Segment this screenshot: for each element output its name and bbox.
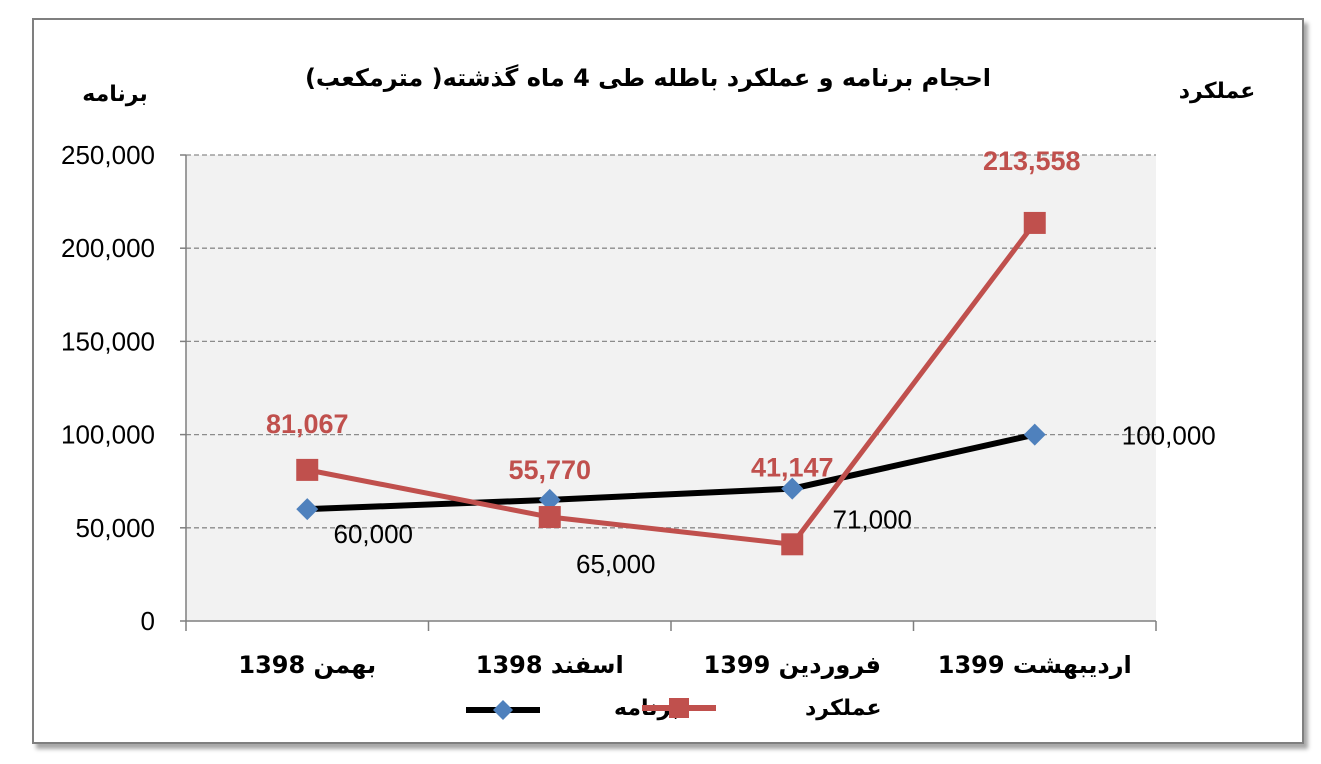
actual-marker bbox=[538, 506, 561, 529]
plan-marker bbox=[781, 477, 804, 500]
gridlines bbox=[180, 154, 1156, 622]
plot-area bbox=[186, 155, 1156, 621]
x-category-labels: بهمن 1398 اسفند 1398 فروردین 1399 اردیبهشت … bbox=[185, 621, 1157, 679]
y-tick-label: 0 bbox=[141, 606, 155, 636]
plan-marker bbox=[538, 488, 561, 511]
plan-series-line bbox=[307, 431, 1036, 513]
actual-data-label: 213,558 bbox=[983, 146, 1081, 176]
data-labels: 60,000 65,000 71,000 100,000 81,067 55,770 41,… bbox=[266, 146, 1216, 579]
plan-data-label: 60,000 bbox=[333, 519, 413, 549]
chart-title: احجام برنامه و عملکرد باطله طی 4 ماه گذش… bbox=[305, 64, 991, 92]
y-tick-label: 200,000 bbox=[61, 233, 155, 263]
legend-item-actual: عملکرد bbox=[642, 696, 882, 721]
legend-plan-marker bbox=[493, 700, 513, 720]
legend-actual-marker bbox=[669, 698, 689, 718]
actual-data-label: 55,770 bbox=[508, 455, 591, 485]
actual-series-line bbox=[306, 221, 1037, 547]
y-axis-title-left: برنامه bbox=[82, 82, 147, 107]
y-tick-label: 100,000 bbox=[61, 420, 155, 450]
x-category-label: اسفند 1398 bbox=[476, 651, 624, 679]
x-category-label: بهمن 1398 bbox=[238, 651, 376, 679]
plan-data-label: 71,000 bbox=[832, 505, 912, 535]
plan-data-label: 100,000 bbox=[1122, 421, 1216, 451]
plan-marker bbox=[296, 498, 319, 521]
y-tick-label: 250,000 bbox=[61, 140, 155, 170]
y-tick-labels: 250,000 200,000 150,000 100,000 50,000 0 bbox=[61, 140, 155, 636]
actual-data-label: 81,067 bbox=[266, 409, 349, 439]
x-category-label: اردیبهشت 1399 bbox=[938, 651, 1132, 679]
series bbox=[296, 211, 1046, 556]
actual-marker bbox=[1023, 211, 1046, 234]
plan-data-label: 65,000 bbox=[576, 549, 656, 579]
plan-marker bbox=[1023, 423, 1046, 446]
y-axis-title-right: عملکرد bbox=[1179, 79, 1256, 104]
legend: برنامه عملکرد bbox=[466, 696, 882, 721]
x-category-label: فروردین 1399 bbox=[704, 651, 881, 679]
actual-marker bbox=[781, 533, 804, 556]
y-tick-label: 50,000 bbox=[75, 513, 155, 543]
actual-data-label: 41,147 bbox=[751, 452, 834, 482]
y-tick-label: 150,000 bbox=[61, 326, 155, 356]
actual-marker bbox=[296, 458, 319, 481]
legend-actual-label: عملکرد bbox=[805, 696, 882, 721]
